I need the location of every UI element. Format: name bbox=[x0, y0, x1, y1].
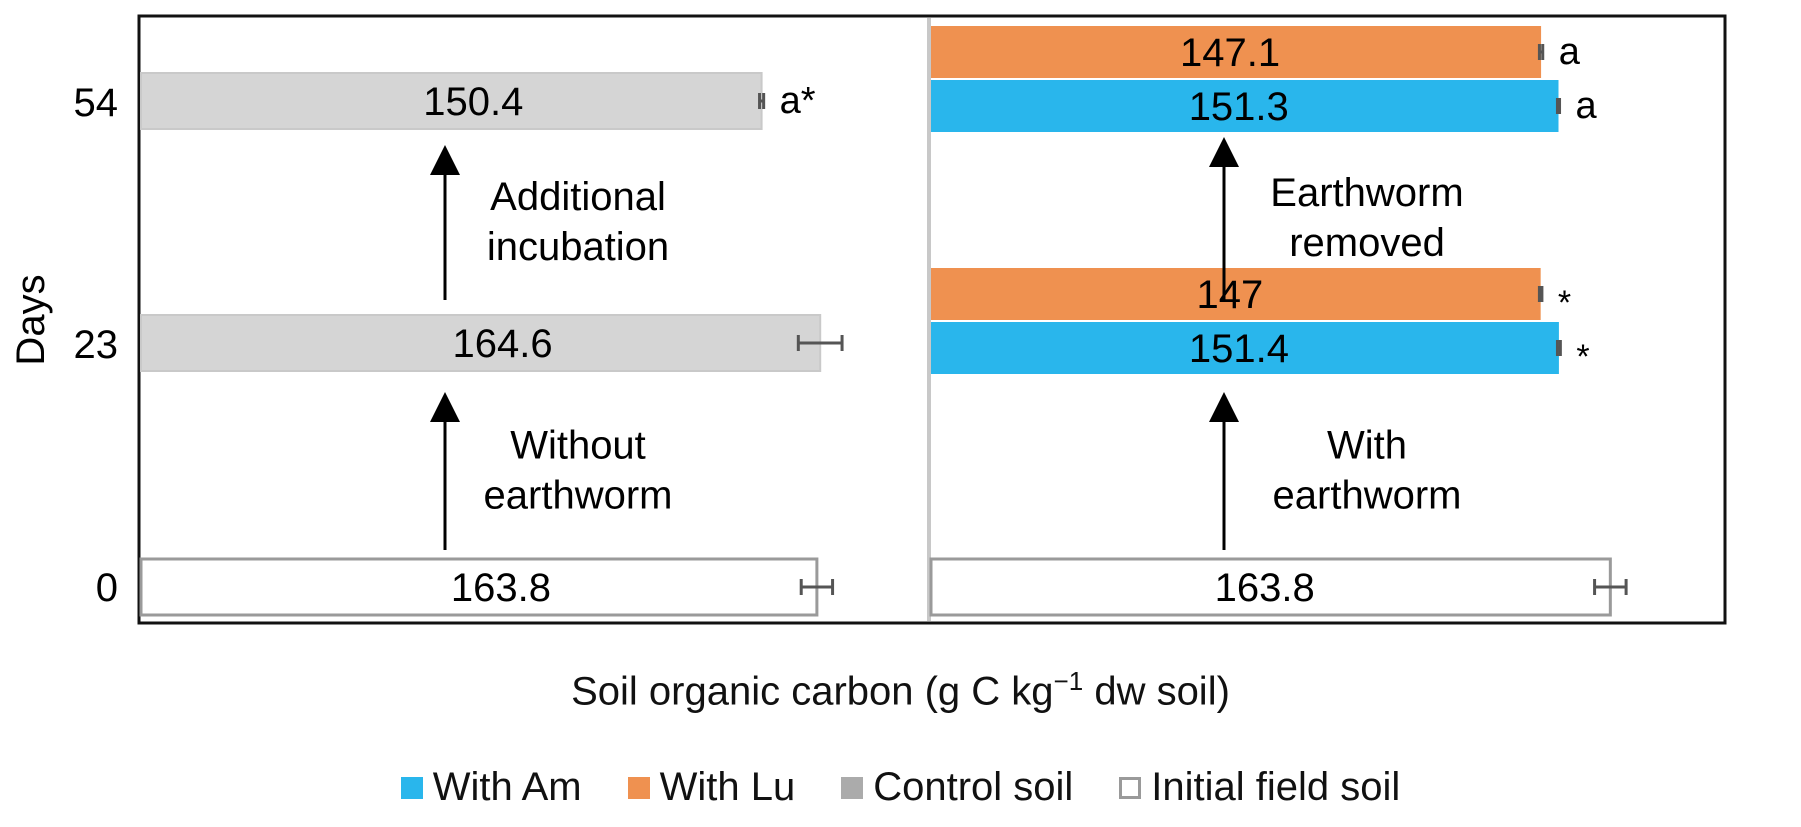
legend-item-initial-field-soil: Initial field soil bbox=[1119, 765, 1400, 810]
legend-swatch-control-soil bbox=[841, 776, 864, 799]
bar-right-day54-with-lu-significance: a bbox=[1559, 31, 1581, 73]
bar-right-day54-with-lu-label: 147.1 bbox=[1180, 31, 1280, 75]
bar-right-day23-with-lu-significance: * bbox=[1558, 284, 1571, 322]
bar-right-day54-with-lu bbox=[931, 26, 1542, 78]
arrow-left-0-to-23-label-line-1: Without bbox=[510, 424, 646, 468]
plot-frame bbox=[137, 14, 1727, 625]
legend-swatch-with-am bbox=[400, 776, 423, 799]
bar-right-day0-initial-field-soil-label: 163.8 bbox=[1215, 566, 1315, 610]
bar-left-day0-initial-field-soil bbox=[139, 557, 819, 617]
bar-left-day54-control-soil bbox=[140, 72, 763, 130]
arrow-right-23-to-54-label-line-1: Earthworm bbox=[1270, 171, 1463, 215]
bar-left-day23-control-soil bbox=[140, 314, 822, 372]
bar-right-day54-with-am-label: 151.3 bbox=[1189, 85, 1289, 129]
bar-right-day23-with-am-label: 151.4 bbox=[1189, 327, 1289, 371]
legend-item-control-soil: Control soil bbox=[841, 765, 1073, 810]
arrow-left-23-to-54-label-line-2: incubation bbox=[487, 225, 669, 269]
legend-label-with-lu: With Lu bbox=[659, 765, 796, 809]
legend-swatch-with-lu bbox=[627, 776, 650, 799]
bar-left-day23-control-soil-label: 164.6 bbox=[453, 322, 553, 366]
bar-right-day23-with-am-significance: * bbox=[1576, 338, 1589, 376]
legend-item-with-am: With Am bbox=[400, 765, 582, 810]
y-tick-label-54: 54 bbox=[74, 81, 119, 125]
y-tick-label-0: 0 bbox=[96, 566, 118, 610]
bar-right-day0-initial-field-soil bbox=[929, 557, 1612, 617]
legend-label-control-soil: Control soil bbox=[873, 765, 1074, 809]
arrow-left-23-to-54-label-line-1: Additional bbox=[490, 175, 666, 219]
x-axis-label: Soil organic carbon (g C kg−1 dw soil) bbox=[571, 666, 1230, 714]
bar-right-day23-with-lu-label: 147 bbox=[1196, 273, 1263, 317]
bar-right-day54-with-am bbox=[931, 80, 1559, 132]
bar-left-day54-control-soil-significance: a* bbox=[780, 80, 816, 122]
legend-item-with-lu: With Lu bbox=[627, 765, 796, 810]
legend-label-initial-field-soil: Initial field soil bbox=[1151, 765, 1401, 809]
bar-left-day0-initial-field-soil-label: 163.8 bbox=[451, 566, 551, 610]
y-tick-label-23: 23 bbox=[74, 323, 119, 367]
arrow-right-23-to-54-label-line-2: removed bbox=[1289, 221, 1445, 265]
bar-right-day23-with-lu bbox=[931, 268, 1541, 320]
arrow-right-0-to-23-label-line-2: earthworm bbox=[1273, 474, 1462, 518]
legend-label-with-am: With Am bbox=[432, 765, 582, 809]
arrow-left-0-to-23-label-line-2: earthworm bbox=[484, 474, 673, 518]
bar-left-day54-control-soil-label: 150.4 bbox=[423, 80, 523, 124]
legend-swatch-initial-field-soil bbox=[1119, 776, 1142, 799]
arrow-right-0-to-23-label-line-1: With bbox=[1327, 424, 1407, 468]
bar-right-day54-with-am-significance: a bbox=[1576, 85, 1598, 127]
legend: With Am With Lu Control soil Initial fie… bbox=[0, 765, 1801, 810]
bar-right-day23-with-am bbox=[931, 322, 1559, 374]
y-axis-label: Days bbox=[9, 274, 53, 365]
